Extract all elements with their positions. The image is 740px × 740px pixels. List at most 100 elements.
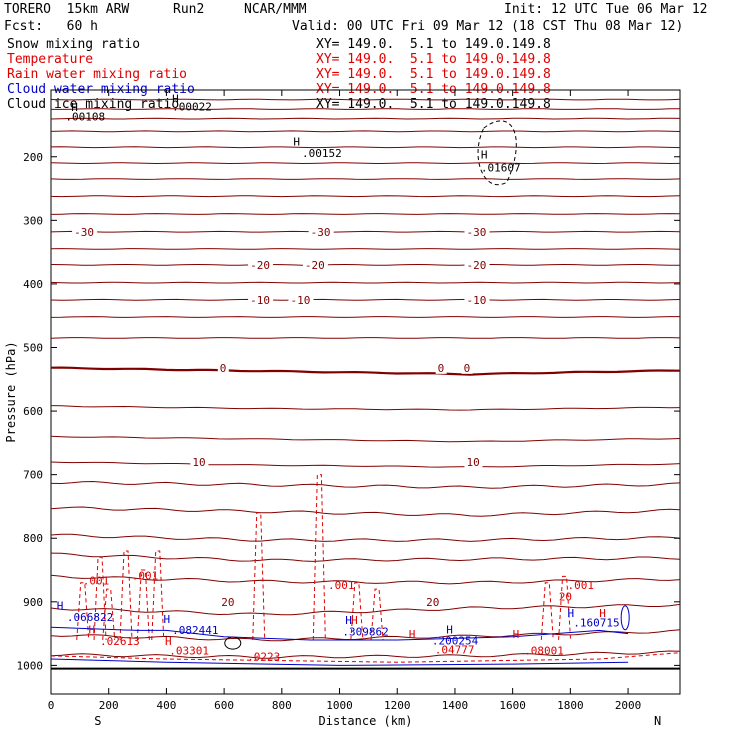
cloud-ice-label: .00022 bbox=[172, 100, 212, 113]
y-tick-label: 200 bbox=[23, 151, 43, 164]
rain-label: .001 bbox=[567, 579, 594, 592]
rain-label: .08001 bbox=[524, 645, 564, 658]
rain-contour bbox=[76, 582, 90, 640]
temperature-contours bbox=[50, 98, 681, 659]
temperature-contour-line bbox=[50, 316, 680, 318]
h-max-marker: H bbox=[599, 607, 606, 620]
temperature-contour-line bbox=[50, 337, 681, 339]
contour-label-bg bbox=[464, 293, 490, 306]
x-tick-label: 600 bbox=[214, 699, 234, 712]
temperature-contour-label: -10 bbox=[250, 294, 270, 307]
legend-rain: Rain water mixing ratio bbox=[7, 67, 188, 82]
h-max-marker: H bbox=[481, 149, 488, 162]
contour-label-bg bbox=[302, 258, 328, 271]
x-end-label-north: N bbox=[654, 714, 661, 728]
temperature-contour-line bbox=[50, 552, 681, 562]
rain-contour bbox=[370, 588, 384, 640]
temperature-contour-label: -20 bbox=[250, 259, 270, 272]
temperature-contour-label: 10 bbox=[192, 456, 205, 469]
plot-frame bbox=[50, 89, 681, 695]
temperature-contour-line bbox=[50, 435, 681, 443]
x-tick-label: 2000 bbox=[615, 699, 642, 712]
rain-label: .001 bbox=[83, 575, 110, 588]
x-tick-label: 800 bbox=[272, 699, 292, 712]
contour-label-bg bbox=[461, 361, 473, 374]
cloud-water-label: .200254 bbox=[432, 634, 479, 647]
contour-label-bg bbox=[435, 361, 447, 374]
contour-label-bg bbox=[72, 225, 98, 238]
temperature-contour-line bbox=[50, 162, 681, 165]
temperature-contour-line bbox=[50, 574, 681, 585]
cloud-water-label: .160715 bbox=[573, 617, 619, 630]
legend-temperature-xy: XY= 149.0. 5.1 to 149.0.149.8 bbox=[316, 52, 551, 67]
temperature-contour-line bbox=[50, 405, 681, 411]
header-run: Run2 bbox=[173, 2, 205, 17]
rain-contour bbox=[136, 569, 150, 640]
legend-temperature: Temperature bbox=[7, 52, 94, 67]
cloud-water-contour-bottom bbox=[50, 658, 629, 666]
y-tick-label: 300 bbox=[23, 214, 43, 227]
cloud-ice-contour bbox=[477, 120, 517, 186]
temperature-contour-label: 20 bbox=[426, 596, 439, 609]
cloud-water-label: .082441 bbox=[172, 624, 218, 637]
y-axis-label: Pressure (hPa) bbox=[4, 341, 18, 442]
temperature-contour-line bbox=[50, 298, 681, 301]
x-tick-label: 1800 bbox=[557, 699, 584, 712]
header-model: TORERO 15km ARW bbox=[4, 2, 130, 17]
h-max-marker: H bbox=[446, 624, 453, 637]
temperature-contour-line bbox=[50, 230, 681, 233]
rain-label: .02613 bbox=[100, 635, 140, 648]
rain-label: .001 bbox=[132, 570, 159, 583]
rain-label: .03301 bbox=[169, 645, 209, 658]
y-tick-label: 400 bbox=[23, 278, 43, 291]
contour-label-bg bbox=[248, 258, 274, 271]
x-tick-label: 0 bbox=[48, 699, 55, 712]
cloud-ice-label: .01607 bbox=[481, 161, 521, 174]
rain-label: .04777 bbox=[435, 643, 475, 656]
h-max-marker: H bbox=[172, 93, 179, 106]
temperature-contour-line bbox=[50, 506, 681, 517]
rain-contour-base bbox=[50, 652, 681, 663]
temperature-contour-line bbox=[50, 195, 681, 198]
temperature-contour-line bbox=[51, 108, 681, 110]
contour-label-bg bbox=[219, 595, 238, 608]
y-tick-label: 500 bbox=[23, 341, 43, 354]
rain-label: .001 bbox=[328, 579, 355, 592]
temperature-contour-label: 20 bbox=[221, 596, 234, 609]
temperature-contour-line bbox=[50, 213, 681, 215]
h-max-marker: H bbox=[351, 614, 358, 627]
y-tick-label: 800 bbox=[23, 532, 43, 545]
temperature-contour-line bbox=[50, 650, 681, 659]
temperature-contour-line bbox=[50, 603, 681, 616]
temperature-contour-line bbox=[50, 533, 681, 542]
temperature-contour-label: 0 bbox=[438, 362, 445, 375]
temperature-contour-line bbox=[50, 281, 681, 284]
h-max-marker: H bbox=[89, 624, 96, 637]
rain-contour bbox=[119, 550, 133, 640]
rain-contour bbox=[93, 556, 107, 640]
rain-contour bbox=[312, 474, 326, 640]
cloud-ice-label: .00152 bbox=[302, 147, 342, 160]
contour-label-bg bbox=[464, 225, 490, 238]
temperature-contour-line bbox=[50, 117, 681, 120]
y-tick-label: 1000 bbox=[17, 659, 44, 672]
header-fcst: Fcst: 60 h bbox=[4, 19, 98, 34]
contour-label-bg bbox=[217, 361, 229, 374]
rain-label: .0223 bbox=[247, 650, 280, 663]
temperature-contour-line bbox=[50, 366, 681, 376]
rain-contour bbox=[350, 582, 364, 640]
temperature-contour-label: -10 bbox=[466, 294, 486, 307]
contour-label-bg bbox=[288, 293, 314, 306]
temperature-contour-label: 0 bbox=[220, 362, 227, 375]
contour-label-bg bbox=[190, 455, 209, 468]
snow-contour-cell bbox=[224, 636, 242, 650]
x-tick-label: 1600 bbox=[499, 699, 526, 712]
x-tick-label: 1200 bbox=[384, 699, 411, 712]
cloud-ice-label: .00108 bbox=[65, 111, 105, 124]
temperature-contour-line bbox=[50, 248, 681, 250]
y-tick-label: 700 bbox=[23, 469, 43, 482]
h-max-marker: H bbox=[57, 599, 64, 612]
contour-label-bg bbox=[464, 258, 490, 271]
temperature-contour-label: -10 bbox=[290, 294, 310, 307]
contour-label-bg bbox=[464, 455, 483, 468]
